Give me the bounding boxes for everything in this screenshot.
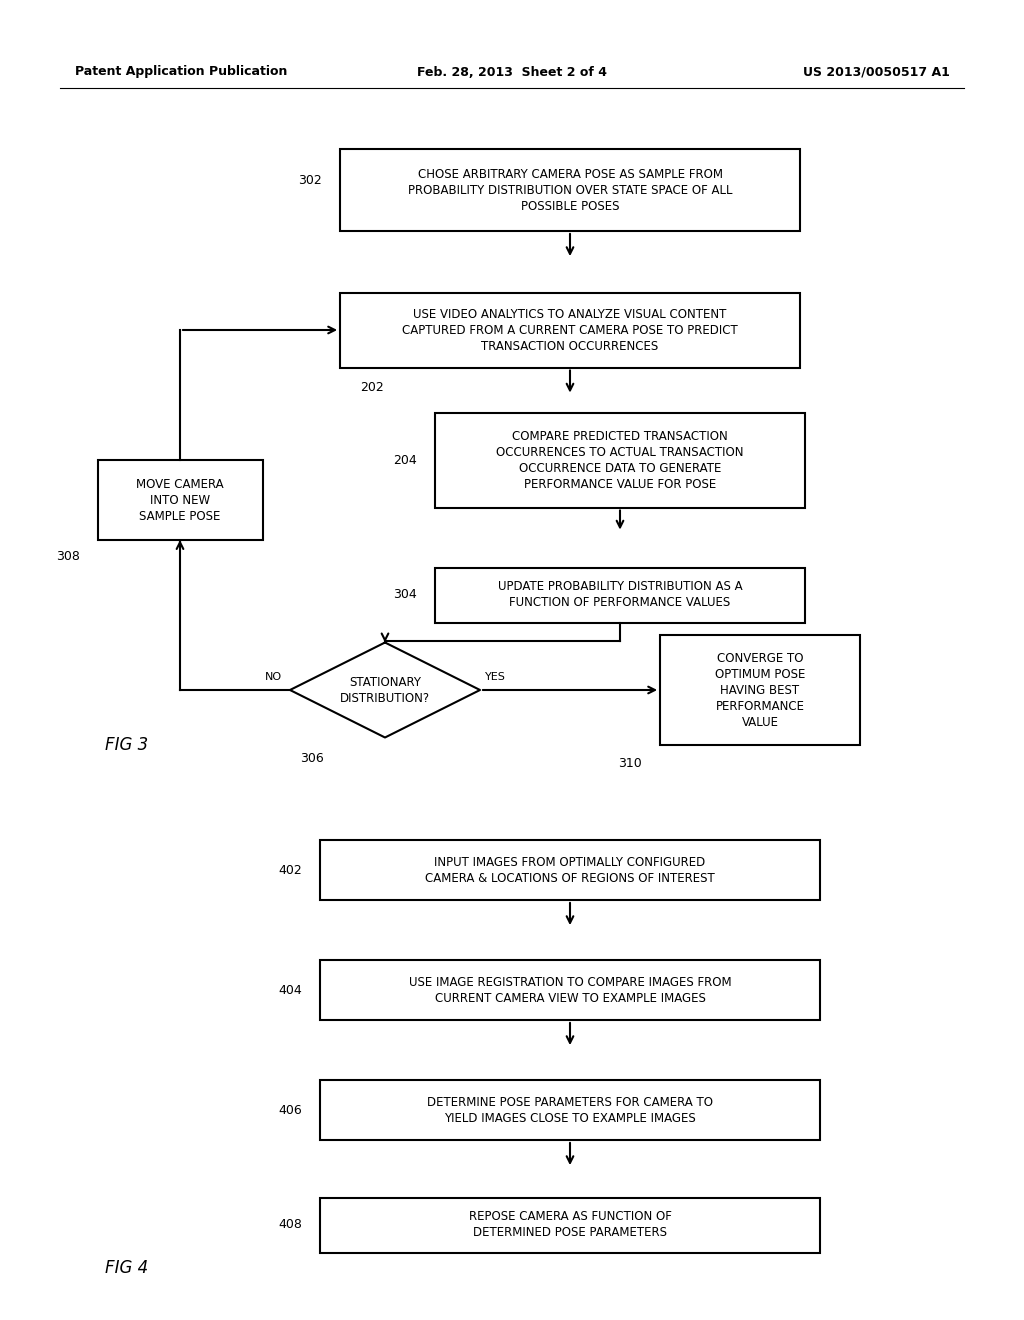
Bar [319, 1080, 820, 1140]
Text: 404: 404 [279, 983, 302, 997]
Text: 302: 302 [298, 173, 322, 186]
Text: 204: 204 [393, 454, 417, 466]
Text: COMPARE PREDICTED TRANSACTION
OCCURRENCES TO ACTUAL TRANSACTION
OCCURRENCE DATA : COMPARE PREDICTED TRANSACTION OCCURRENCE… [497, 429, 743, 491]
Text: 402: 402 [279, 863, 302, 876]
Text: FIG 3: FIG 3 [105, 737, 148, 754]
Bar [97, 459, 262, 540]
Text: 310: 310 [618, 756, 642, 770]
Text: 408: 408 [279, 1218, 302, 1232]
Text: 308: 308 [55, 550, 80, 564]
Text: US 2013/0050517 A1: US 2013/0050517 A1 [803, 66, 950, 78]
Bar [319, 1197, 820, 1253]
Text: DETERMINE POSE PARAMETERS FOR CAMERA TO
YIELD IMAGES CLOSE TO EXAMPLE IMAGES: DETERMINE POSE PARAMETERS FOR CAMERA TO … [427, 1096, 713, 1125]
Text: NO: NO [265, 672, 282, 682]
Text: 304: 304 [393, 589, 417, 602]
Text: 202: 202 [360, 381, 384, 393]
Text: INPUT IMAGES FROM OPTIMALLY CONFIGURED
CAMERA & LOCATIONS OF REGIONS OF INTEREST: INPUT IMAGES FROM OPTIMALLY CONFIGURED C… [425, 855, 715, 884]
Text: YES: YES [485, 672, 506, 682]
Text: CHOSE ARBITRARY CAMERA POSE AS SAMPLE FROM
PROBABILITY DISTRIBUTION OVER STATE S: CHOSE ARBITRARY CAMERA POSE AS SAMPLE FR… [408, 168, 732, 213]
Text: USE VIDEO ANALYTICS TO ANALYZE VISUAL CONTENT
CAPTURED FROM A CURRENT CAMERA POS: USE VIDEO ANALYTICS TO ANALYZE VISUAL CO… [402, 308, 738, 352]
Text: Patent Application Publication: Patent Application Publication [75, 66, 288, 78]
Polygon shape [290, 643, 480, 738]
Text: 306: 306 [300, 751, 324, 764]
Text: Feb. 28, 2013  Sheet 2 of 4: Feb. 28, 2013 Sheet 2 of 4 [417, 66, 607, 78]
Bar [340, 149, 800, 231]
Bar [319, 960, 820, 1020]
Bar [435, 568, 805, 623]
Bar [319, 840, 820, 900]
Text: UPDATE PROBABILITY DISTRIBUTION AS A
FUNCTION OF PERFORMANCE VALUES: UPDATE PROBABILITY DISTRIBUTION AS A FUN… [498, 581, 742, 610]
Bar [340, 293, 800, 367]
Bar [435, 412, 805, 507]
Bar [660, 635, 860, 744]
Text: CONVERGE TO
OPTIMUM POSE
HAVING BEST
PERFORMANCE
VALUE: CONVERGE TO OPTIMUM POSE HAVING BEST PER… [715, 652, 805, 729]
Text: 406: 406 [279, 1104, 302, 1117]
Text: MOVE CAMERA
INTO NEW
SAMPLE POSE: MOVE CAMERA INTO NEW SAMPLE POSE [136, 478, 224, 523]
Text: REPOSE CAMERA AS FUNCTION OF
DETERMINED POSE PARAMETERS: REPOSE CAMERA AS FUNCTION OF DETERMINED … [469, 1210, 672, 1239]
Text: USE IMAGE REGISTRATION TO COMPARE IMAGES FROM
CURRENT CAMERA VIEW TO EXAMPLE IMA: USE IMAGE REGISTRATION TO COMPARE IMAGES… [409, 975, 731, 1005]
Text: STATIONARY
DISTRIBUTION?: STATIONARY DISTRIBUTION? [340, 676, 430, 705]
Text: FIG 4: FIG 4 [105, 1259, 148, 1276]
